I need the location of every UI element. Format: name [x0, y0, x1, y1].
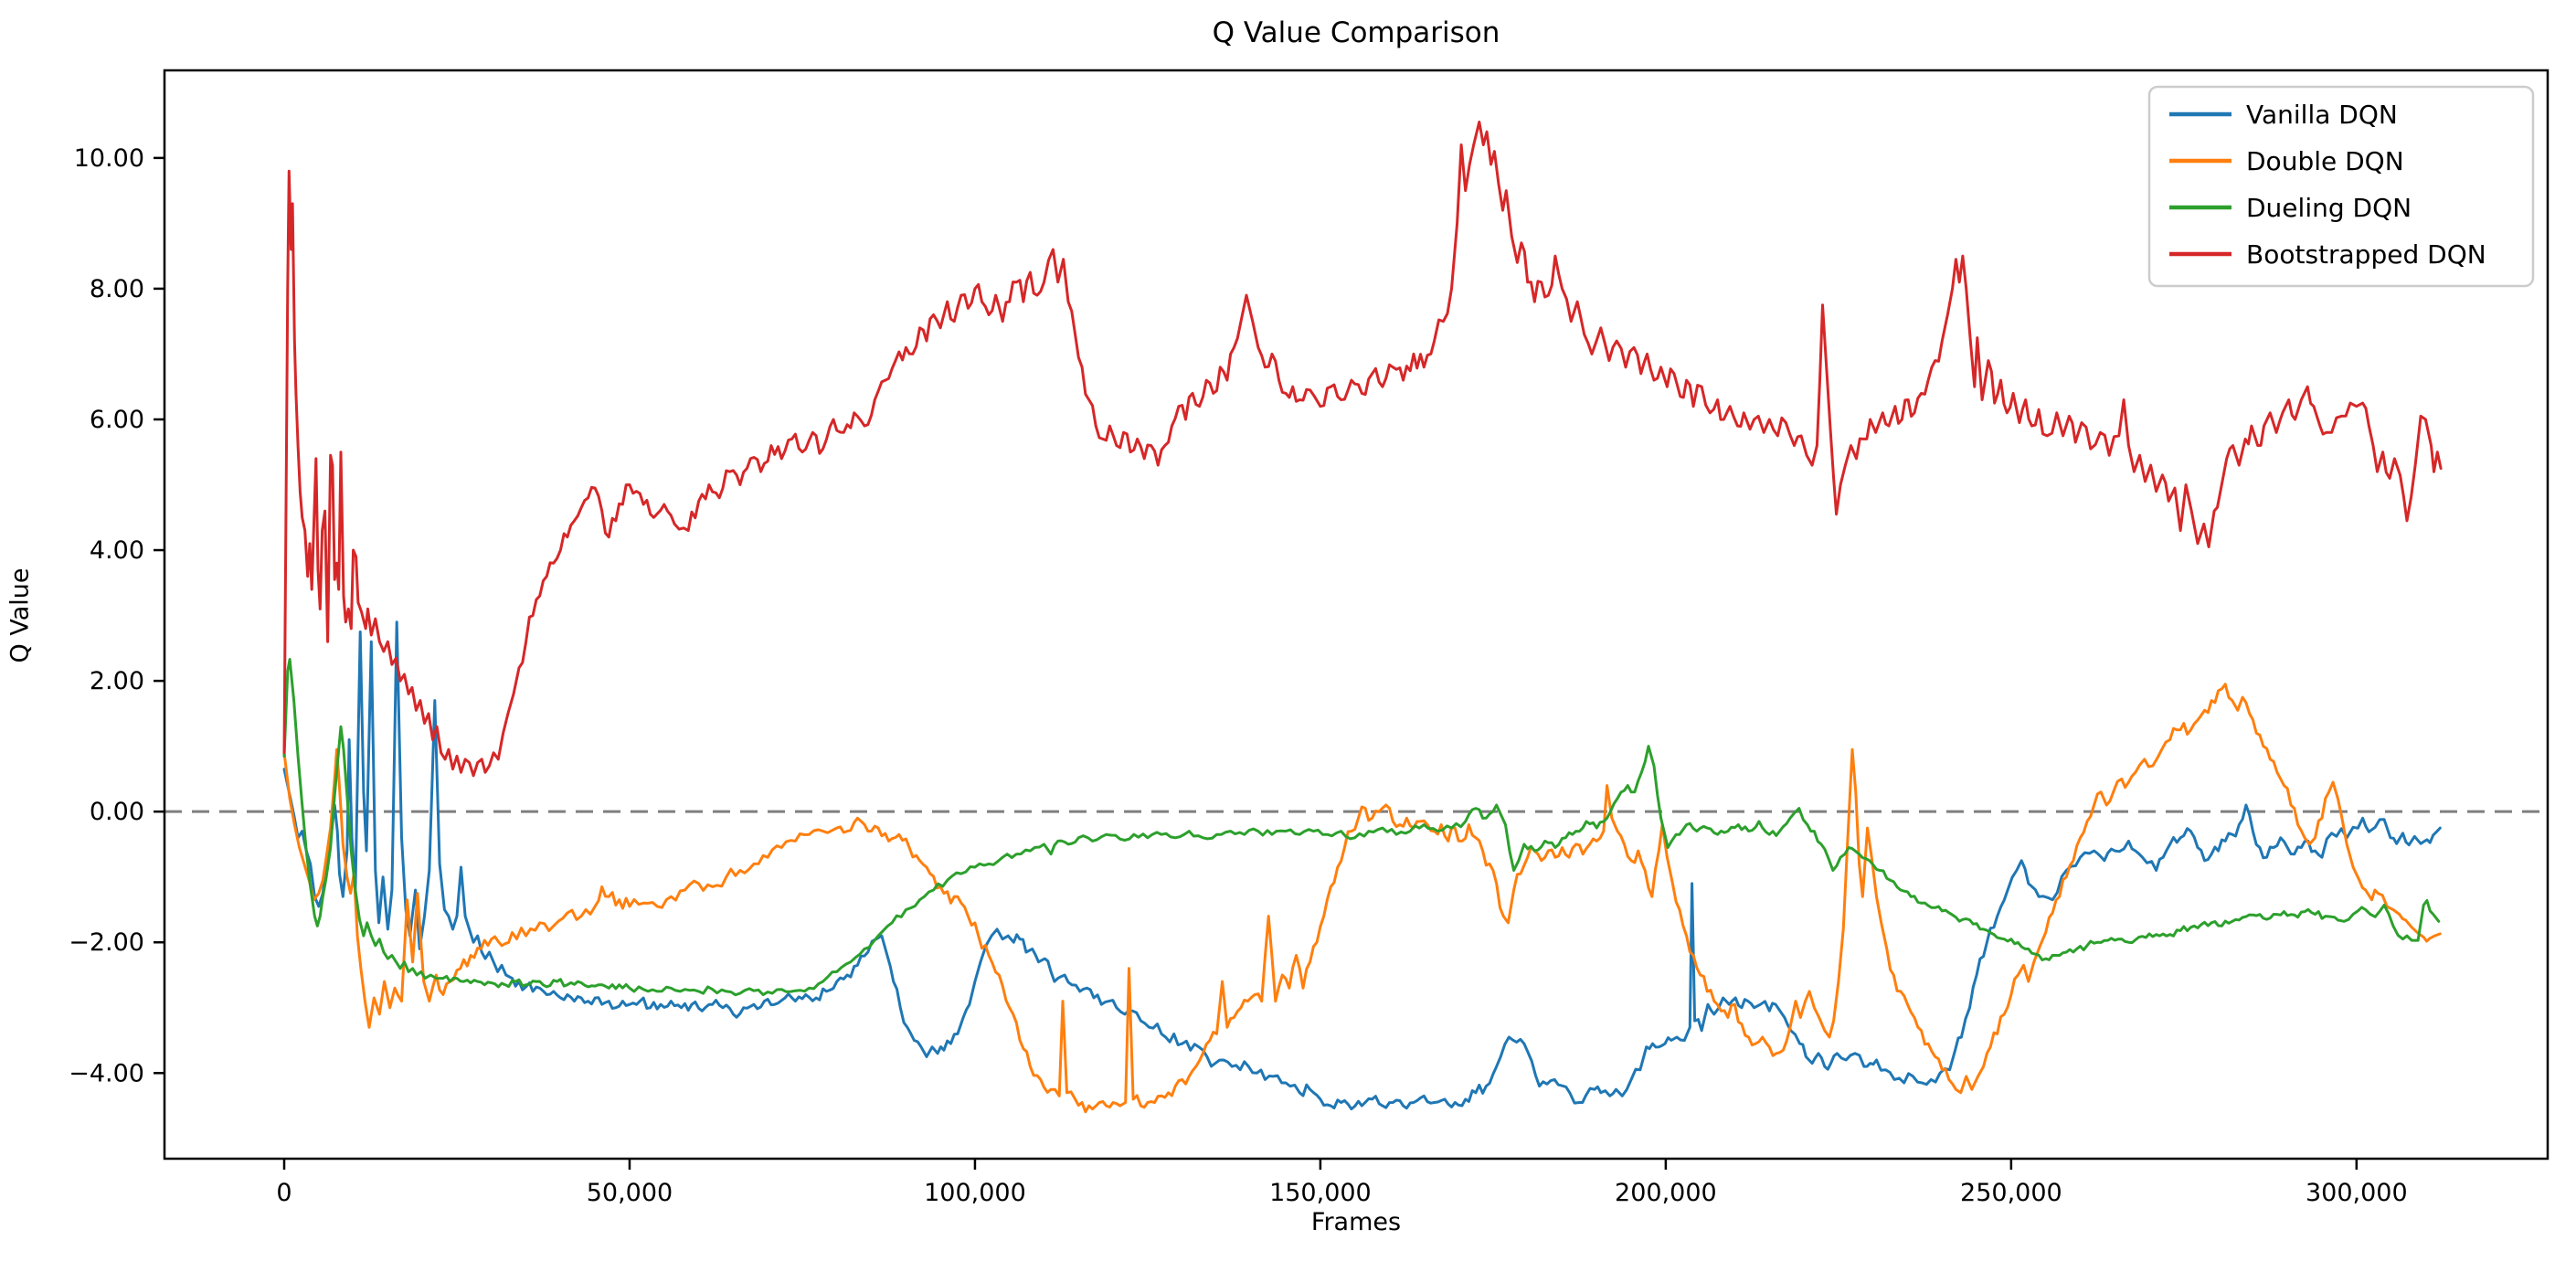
x-tick-label: 100,000: [924, 1179, 1026, 1207]
x-axis-label: Frames: [1310, 1208, 1402, 1236]
y-tick-label: 6.00: [90, 406, 144, 434]
x-tick-label: 300,000: [2306, 1179, 2408, 1207]
x-tick-label: 0: [276, 1179, 292, 1207]
legend-label: Dueling DQN: [2246, 193, 2412, 223]
x-tick-label: 150,000: [1269, 1179, 1372, 1207]
y-tick-label: −4.00: [69, 1059, 144, 1087]
y-tick-label: 2.00: [90, 667, 144, 695]
y-tick-label: 0.00: [90, 798, 144, 826]
legend-frame: [2147, 85, 2535, 288]
legend-label: Double DQN: [2246, 146, 2404, 176]
y-tick-label: 4.00: [90, 536, 144, 565]
x-tick-label: 250,000: [1960, 1179, 2062, 1207]
legend-label: Bootstrapped DQN: [2246, 239, 2486, 270]
y-tick-label: 8.00: [90, 275, 144, 303]
axes-spines: [163, 69, 2549, 1161]
series-line-dueling-dqn: [282, 658, 2441, 997]
x-tick-label: 200,000: [1615, 1179, 1717, 1207]
x-tick-label: 50,000: [587, 1179, 673, 1207]
y-axis-label: Q Value: [5, 567, 35, 663]
y-tick-label: 10.00: [74, 144, 144, 173]
series-line-bootstrapped-dqn: [282, 121, 2443, 778]
legend-label: Vanilla DQN: [2246, 100, 2398, 130]
y-tick-label: −2.00: [69, 928, 144, 957]
legend: Vanilla DQN Double DQN Dueling DQN Bootstra…: [2147, 85, 2535, 288]
series-line-vanilla-dqn: [282, 620, 2442, 1111]
chart-title: Q Value Comparison: [1212, 16, 1500, 49]
series-line-double-dqn: [282, 683, 2442, 1114]
plot-area: [164, 121, 2548, 1114]
